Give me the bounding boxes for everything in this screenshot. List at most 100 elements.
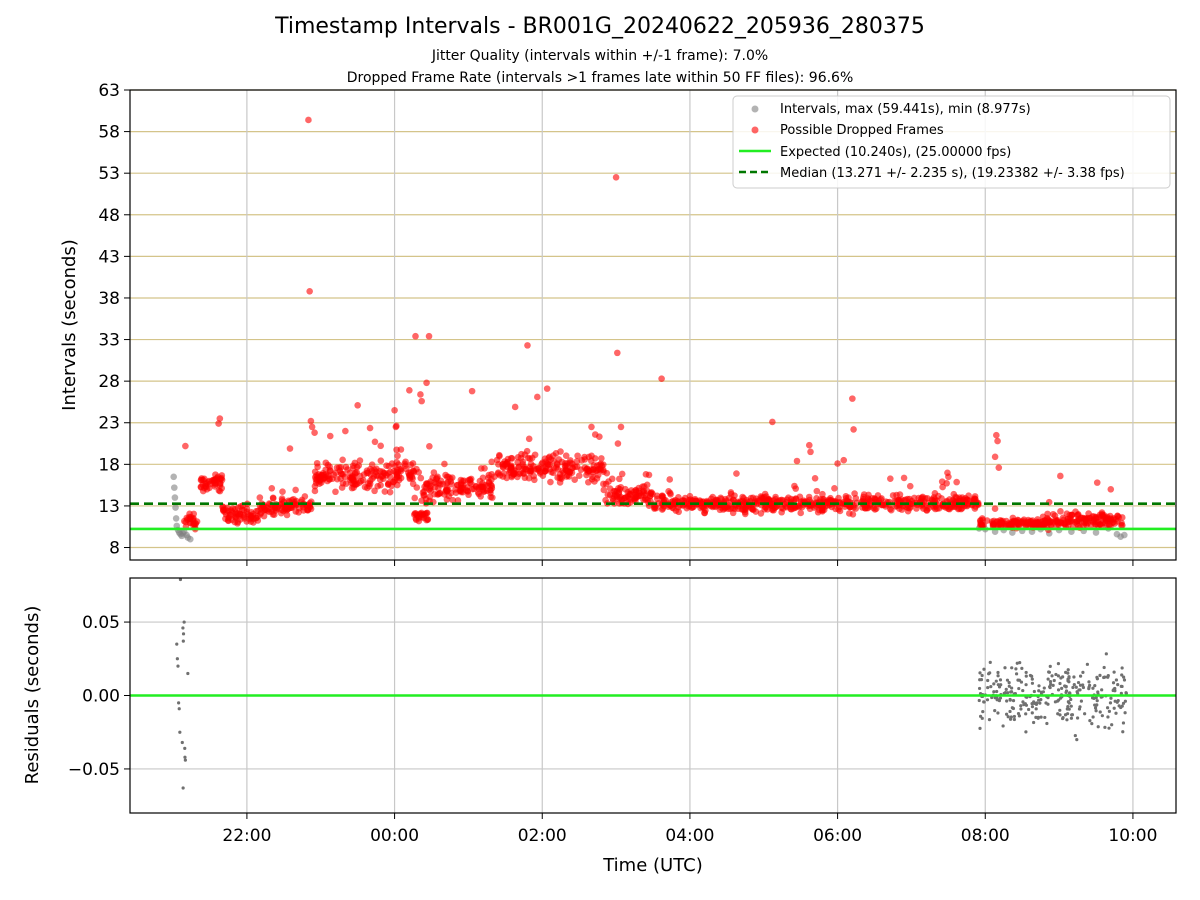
dropped-frame-point bbox=[199, 487, 207, 495]
dropped-frame-point bbox=[635, 487, 643, 495]
dropped-frame-point bbox=[338, 484, 346, 491]
residual-point bbox=[986, 678, 990, 683]
dropped-frame-point bbox=[932, 505, 939, 513]
interval-point bbox=[170, 473, 177, 481]
residual-point bbox=[1037, 689, 1041, 693]
residual-point bbox=[1107, 709, 1111, 713]
dropped-frame-point bbox=[436, 481, 444, 488]
dropped-frame-point bbox=[797, 509, 805, 517]
residual-point bbox=[1066, 704, 1070, 709]
residual-point bbox=[1030, 705, 1035, 709]
residual-point bbox=[1024, 730, 1028, 734]
dropped-frame-point bbox=[908, 497, 916, 505]
dropped-frame-point bbox=[588, 423, 595, 431]
residual-point bbox=[1048, 685, 1052, 689]
dropped-frame-point bbox=[430, 469, 438, 476]
dropped-frame-point bbox=[931, 490, 939, 497]
dropped-frame-point bbox=[978, 515, 986, 522]
dropped-frame-point bbox=[850, 426, 857, 433]
residual-point bbox=[1121, 730, 1125, 734]
dropped-frame-point bbox=[351, 459, 359, 467]
dropped-frame-point bbox=[415, 468, 423, 476]
residual-point bbox=[1011, 699, 1016, 703]
x-tick-label: 22:00 bbox=[222, 826, 271, 846]
residual-point bbox=[1007, 681, 1011, 685]
residual-point bbox=[1079, 699, 1083, 703]
residual-point bbox=[182, 620, 186, 624]
legend-label-intervals: Intervals, max (59.441s), min (8.977s) bbox=[780, 102, 1031, 117]
dropped-frame-point bbox=[312, 479, 320, 487]
residual-point bbox=[1122, 675, 1126, 679]
dropped-frame-point bbox=[190, 510, 198, 518]
dropped-frame-point bbox=[394, 452, 401, 460]
dropped-frame-point bbox=[1013, 520, 1021, 527]
residual-point bbox=[1014, 672, 1019, 676]
dropped-frame-point bbox=[308, 423, 316, 431]
dropped-frame-point bbox=[268, 484, 276, 492]
residual-point bbox=[1021, 700, 1025, 704]
dropped-frame-point bbox=[356, 457, 364, 464]
dropped-frame-point bbox=[944, 469, 951, 477]
dropped-frame-point bbox=[616, 500, 623, 507]
residual-point bbox=[980, 716, 984, 720]
residual-point bbox=[1087, 680, 1091, 684]
residual-point bbox=[1070, 713, 1075, 717]
residual-point bbox=[1069, 704, 1073, 708]
residual-point bbox=[1058, 681, 1062, 686]
residual-point bbox=[1102, 665, 1106, 670]
dropped-frame-point bbox=[556, 470, 564, 478]
dropped-frame-point bbox=[269, 495, 277, 502]
residual-point bbox=[1019, 680, 1024, 684]
residual-point bbox=[1011, 706, 1015, 711]
dropped-frame-point bbox=[485, 479, 493, 487]
chart-subtitle-dropped: Dropped Frame Rate (intervals >1 frames … bbox=[346, 70, 854, 86]
bottom-y-tick-label: 0.05 bbox=[82, 613, 120, 633]
residual-point bbox=[1014, 667, 1018, 671]
residual-point bbox=[1061, 716, 1065, 721]
residual-point bbox=[1024, 670, 1028, 675]
residual-point bbox=[1096, 690, 1100, 694]
top-y-tick-label: 18 bbox=[98, 455, 120, 475]
residual-points bbox=[175, 577, 1128, 790]
residual-point bbox=[1030, 711, 1034, 715]
residual-point bbox=[180, 740, 184, 745]
residual-point bbox=[1091, 686, 1095, 690]
dropped-frame-point bbox=[301, 493, 309, 500]
residual-point bbox=[1037, 684, 1041, 688]
top-y-tick-label: 63 bbox=[98, 81, 120, 101]
residual-point bbox=[1098, 673, 1102, 678]
dropped-frame-point bbox=[373, 465, 380, 473]
dropped-frame-point bbox=[284, 505, 292, 513]
dropped-frame-point bbox=[423, 480, 431, 487]
dropped-frame-point bbox=[697, 499, 705, 507]
residual-point bbox=[1122, 678, 1127, 682]
residual-point bbox=[1006, 691, 1010, 695]
residual-point bbox=[1109, 696, 1113, 700]
residual-point bbox=[1048, 680, 1053, 684]
dropped-frame-point bbox=[326, 475, 333, 483]
residual-point bbox=[1078, 688, 1082, 692]
dropped-frame-point bbox=[647, 492, 654, 500]
residual-point bbox=[1056, 712, 1060, 716]
dropped-frame-point bbox=[514, 453, 522, 461]
residual-point bbox=[988, 660, 992, 664]
residual-point bbox=[176, 664, 180, 668]
dropped-frame-point bbox=[511, 403, 519, 411]
residual-point bbox=[1112, 670, 1116, 674]
dropped-frame-point bbox=[862, 504, 869, 512]
dropped-frame-point bbox=[588, 475, 596, 483]
residual-point bbox=[1094, 709, 1098, 713]
dropped-frame-point bbox=[544, 460, 552, 468]
dropped-frame-point bbox=[606, 491, 614, 499]
residual-point bbox=[1074, 685, 1078, 689]
dropped-frame-point bbox=[318, 479, 325, 486]
residual-point bbox=[1058, 708, 1062, 712]
residual-point bbox=[1024, 712, 1028, 716]
x-tick-label: 08:00 bbox=[961, 826, 1010, 846]
residual-point bbox=[1051, 683, 1055, 687]
dropped-frame-point bbox=[993, 431, 1000, 439]
residual-point bbox=[1066, 677, 1070, 681]
top-y-tick-label: 13 bbox=[98, 497, 120, 517]
dropped-frame-point bbox=[426, 443, 433, 450]
residual-point bbox=[1114, 711, 1118, 715]
